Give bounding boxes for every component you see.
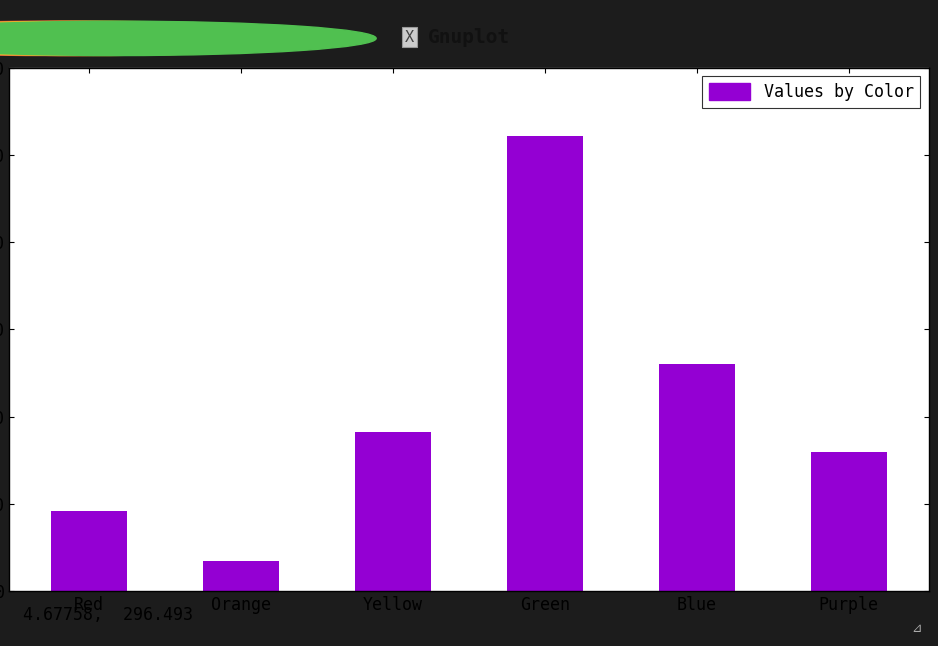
Bar <box>356 432 431 591</box>
Bar <box>810 452 886 591</box>
Text: ⊿: ⊿ <box>912 621 922 634</box>
Bar <box>52 511 128 591</box>
Legend: Values by Color: Values by Color <box>702 76 920 108</box>
Text: X: X <box>404 30 414 45</box>
Circle shape <box>0 21 308 56</box>
Circle shape <box>0 21 376 56</box>
Text: 4.67758,  296.493: 4.67758, 296.493 <box>23 607 193 624</box>
Circle shape <box>0 21 342 56</box>
Text: Gnuplot: Gnuplot <box>428 28 510 47</box>
Bar <box>204 561 280 591</box>
Bar <box>658 364 734 591</box>
Bar <box>507 136 582 591</box>
